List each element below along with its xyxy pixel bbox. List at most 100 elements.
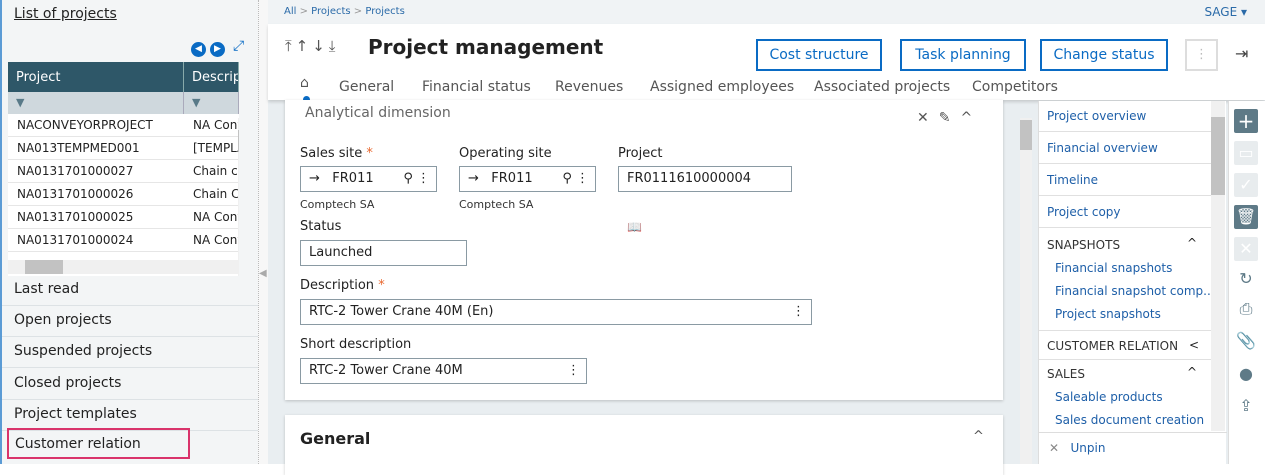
table-row[interactable]: NACONVEYORPROJECT NA Conv [8, 114, 239, 137]
link-project-copy[interactable]: Project copy [1039, 197, 1211, 228]
chevron-up-icon[interactable]: ^ [1187, 365, 1198, 379]
home-icon[interactable]: ⌂ [300, 75, 309, 91]
search-icon: ⚲ ⋮ [562, 171, 589, 186]
refresh-icon[interactable]: ↻ [1239, 269, 1253, 288]
link-last-read[interactable]: Last read [2, 275, 258, 306]
description-label: Description [300, 278, 375, 293]
link-timeline[interactable]: Timeline [1039, 165, 1211, 196]
section-sales[interactable]: SALES [1047, 367, 1085, 381]
content-scrollbar[interactable] [1020, 118, 1032, 464]
project-label: Project [618, 146, 663, 161]
list-of-projects-link[interactable]: List of projects [14, 6, 117, 22]
chevron-left-icon[interactable]: < [1189, 338, 1200, 352]
previous-icon[interactable]: ◀ [191, 42, 206, 57]
edit-icon: ✎ [938, 110, 961, 126]
more-icon: ⋮ [567, 363, 580, 378]
table-row[interactable]: NA0131701000027 Chain co [8, 160, 239, 183]
next-icon[interactable]: ▶ [210, 42, 225, 57]
task-planning-button[interactable]: Task planning [900, 39, 1026, 71]
trash-icon[interactable]: 🗑 [1234, 205, 1258, 229]
link-financial-overview[interactable]: Financial overview [1039, 133, 1211, 164]
filter-icon[interactable]: ▼ [184, 92, 239, 114]
column-header-project[interactable]: Project [8, 62, 184, 92]
record-navigation-icons[interactable]: ⤒↑↓⤓ [285, 37, 340, 55]
short-description-field[interactable]: RTC-2 Tower Crane 40M ⋮ [300, 358, 587, 384]
unpin-label: Unpin [1070, 441, 1106, 455]
card-title: Analytical dimension [305, 105, 451, 121]
right-panel-scrollbar[interactable] [1211, 101, 1225, 431]
section-customer-relation[interactable]: CUSTOMER RELATION [1047, 339, 1179, 353]
cell: NACONVEYORPROJECT [17, 118, 153, 132]
column-header-description[interactable]: Description [184, 62, 239, 92]
tab-assigned-employees[interactable]: Assigned employees [650, 79, 795, 95]
check-icon[interactable]: ✓ [1234, 173, 1258, 197]
book-icon[interactable]: 📖 [627, 220, 642, 234]
operating-site-field[interactable]: → FR011 ⚲ ⋮ [459, 166, 596, 192]
sales-site-field[interactable]: → FR011 ⚲ ⋮ [300, 166, 437, 192]
attachment-icon[interactable]: 📎 [1236, 331, 1256, 350]
splitter[interactable]: ◀ [258, 0, 268, 464]
horizontal-scrollbar[interactable] [8, 260, 239, 274]
cell: NA Conv [193, 118, 239, 132]
action-bar: + ▭ ✓ 🗑 ✕ ↻ ⎙ 📎 ● ⇪ [1228, 101, 1265, 464]
add-icon[interactable]: + [1234, 109, 1258, 133]
vertical-scrollbar[interactable] [238, 118, 239, 276]
table-row[interactable]: NA013TEMPMED001 [TEMPLA [8, 137, 239, 160]
sales-site-label: Sales site [300, 146, 363, 161]
breadcrumb-all[interactable]: All [284, 6, 297, 17]
link-sales-document-creation[interactable]: Sales document creation [1055, 413, 1205, 427]
tab-competitors[interactable]: Competitors [972, 79, 1058, 95]
link-project-snapshots[interactable]: Project snapshots [1055, 307, 1161, 321]
link-saleable-products[interactable]: Saleable products [1055, 390, 1163, 404]
tab-revenues[interactable]: Revenues [555, 79, 624, 95]
cost-structure-button[interactable]: Cost structure [756, 39, 882, 71]
link-project-overview[interactable]: Project overview [1039, 101, 1211, 132]
breadcrumb-projects[interactable]: Projects [311, 6, 351, 17]
analytical-dimension-card: Analytical dimension ✕✎^ Sales site * → … [285, 100, 1003, 400]
tab-general[interactable]: General [339, 79, 395, 95]
export-icon[interactable]: ⇪ [1239, 396, 1253, 415]
header: ⤒↑↓⤓ Project management Cost structure T… [268, 24, 1265, 103]
section-snapshots[interactable]: SNAPSHOTS [1047, 238, 1121, 252]
card-actions[interactable]: ✕✎^ [917, 110, 982, 126]
status-label: Status [300, 219, 342, 234]
filter-icon[interactable]: ▼ [8, 92, 184, 114]
change-status-button[interactable]: Change status [1040, 39, 1168, 71]
cell: Chain Co [193, 187, 239, 201]
link-open-projects[interactable]: Open projects [2, 306, 258, 337]
value: RTC-2 Tower Crane 40M [309, 363, 463, 378]
user-menu[interactable]: SAGE ▾ [1204, 5, 1247, 19]
search-icon: ⚲ ⋮ [403, 171, 430, 186]
link-financial-snapshot-comparison[interactable]: Financial snapshot comp... [1055, 284, 1215, 298]
more-icon[interactable]: ⋮ [1185, 39, 1218, 71]
breadcrumb: All > Projects > Projects SAGE ▾ [268, 0, 1265, 24]
general-card: General ^ [285, 415, 1003, 475]
chevron-up-icon[interactable]: ^ [1187, 236, 1198, 250]
value: FR011 [332, 171, 374, 186]
link-suspended-projects[interactable]: Suspended projects [2, 337, 258, 368]
cancel-icon[interactable]: ✕ [1234, 237, 1258, 261]
table-row[interactable]: NA0131701000026 Chain Co [8, 183, 239, 206]
collapse-icon[interactable]: ^ [973, 429, 984, 444]
table-row[interactable]: NA0131701000024 NA Conv [8, 229, 239, 252]
tab-financial-status[interactable]: Financial status [422, 79, 531, 95]
status-field[interactable]: Launched [300, 240, 467, 266]
project-field[interactable]: FR0111610000004 [618, 166, 792, 192]
tab-associated-projects[interactable]: Associated projects [814, 79, 951, 95]
exit-icon[interactable]: ⇥ [1235, 44, 1249, 63]
general-card-title: General [300, 429, 371, 448]
description-field[interactable]: RTC-2 Tower Crane 40M (En) ⋮ [300, 299, 812, 325]
link-project-templates[interactable]: Project templates [2, 400, 258, 431]
breadcrumb-projects-current[interactable]: Projects [365, 6, 405, 17]
comment-icon[interactable]: ● [1239, 364, 1253, 383]
table-row[interactable]: NA0131701000025 NA Conv [8, 206, 239, 229]
link-financial-snapshots[interactable]: Financial snapshots [1055, 261, 1173, 275]
link-customer-relation[interactable]: Customer relation [7, 428, 190, 459]
unpin-button[interactable]: ✕ Unpin [1039, 432, 1227, 464]
cell: Chain co [193, 164, 239, 178]
save-icon[interactable]: ▭ [1234, 141, 1258, 165]
expand-icon[interactable]: ⤢ [233, 38, 245, 54]
more-icon: ⋮ [792, 304, 805, 319]
print-icon[interactable]: ⎙ [1239, 299, 1253, 318]
link-closed-projects[interactable]: Closed projects [2, 369, 258, 400]
